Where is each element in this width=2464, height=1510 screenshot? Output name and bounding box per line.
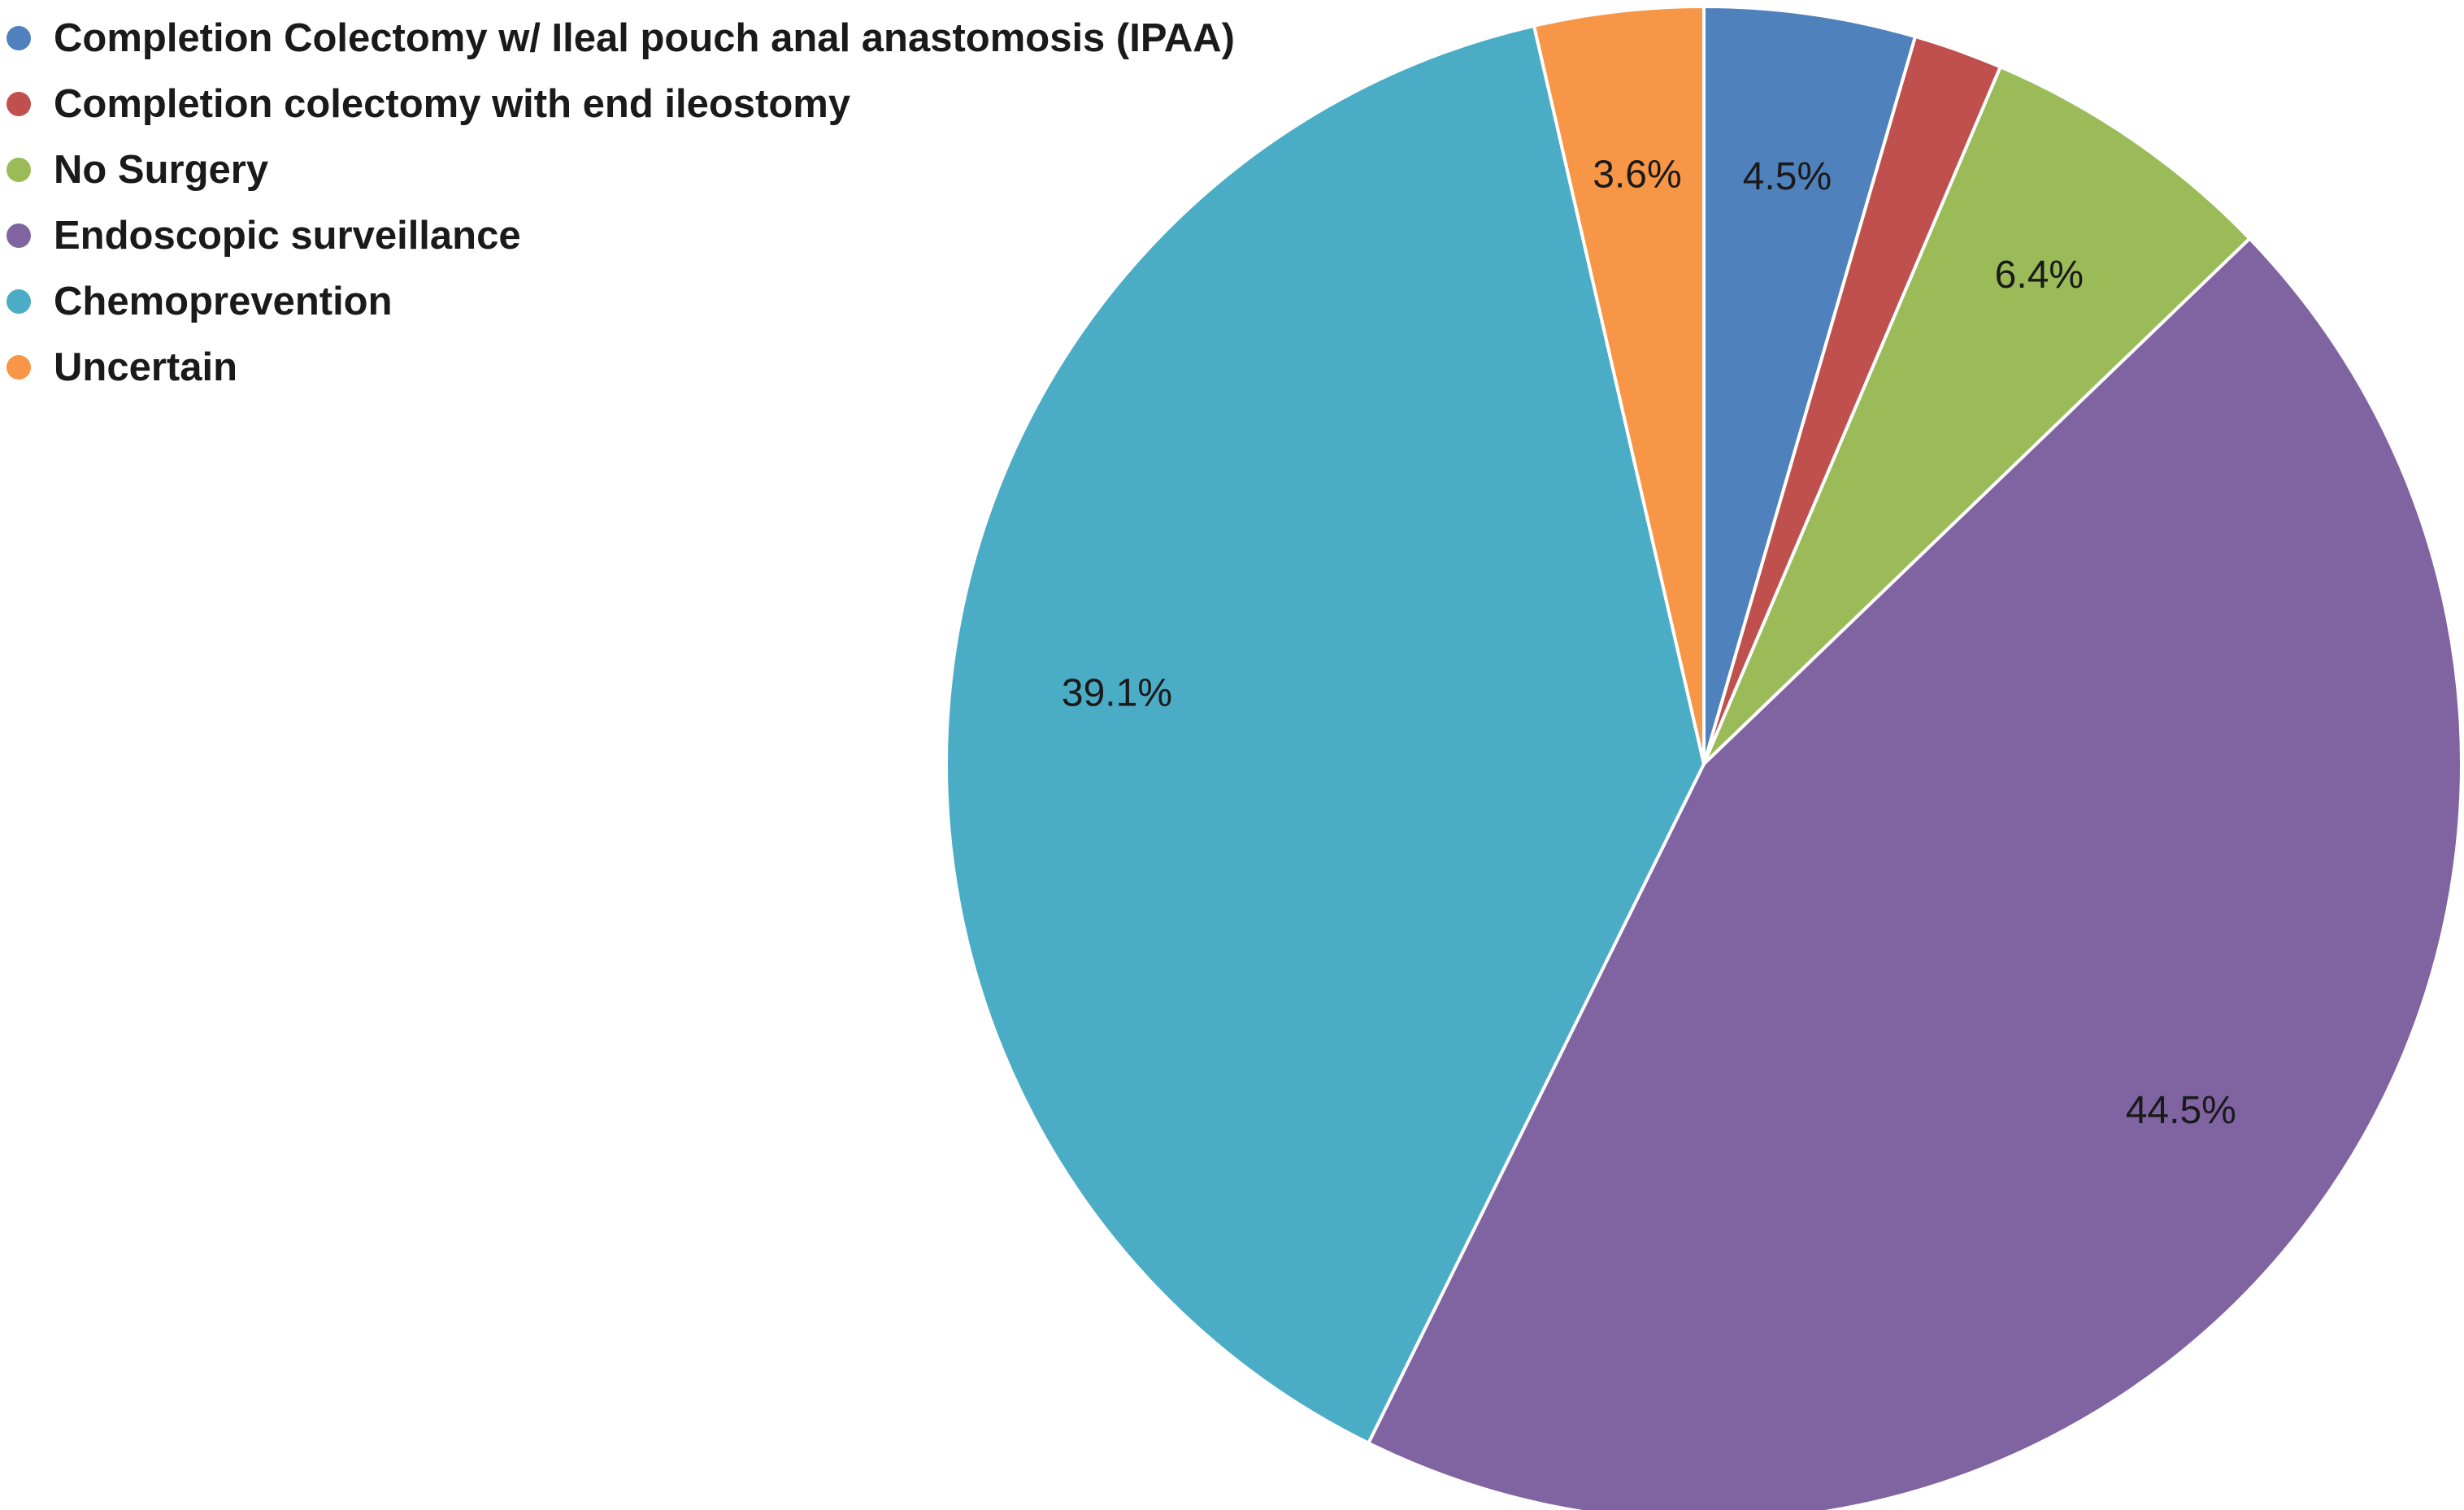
- slice-value-label: 39.1%: [1062, 671, 1172, 714]
- pie-slice-completion-colectomy-w-ileal-pouch-anal-anastomosis-ipaa: [1702, 5, 1918, 766]
- legend-item-endoscopic-surveillance: Endoscopic surveillance: [7, 202, 1235, 268]
- legend-marker-icon: [7, 223, 31, 248]
- legend-marker-icon: [7, 91, 31, 116]
- pie-slice-chemoprevention: [945, 24, 1706, 1445]
- legend-label: Uncertain: [54, 345, 238, 389]
- legend-label: Completion colectomy with end ileostomy: [54, 81, 851, 126]
- pie-slice-no-surgery: [1702, 65, 2252, 766]
- legend-marker-icon: [7, 289, 31, 314]
- legend-marker-icon: [7, 157, 31, 182]
- slice-value-label: 6.4%: [1995, 254, 2084, 297]
- pie-slice-endoscopic-surveillance: [1367, 236, 2463, 1510]
- legend-label: No Surgery: [54, 147, 269, 192]
- legend-marker-icon: [7, 354, 31, 380]
- pie-slice-uncertain: [1532, 5, 1706, 766]
- slice-value-label: 3.6%: [1593, 153, 1681, 196]
- slice-value-label: 44.5%: [2126, 1089, 2236, 1132]
- legend-item-no-surgery: No Surgery: [7, 137, 1235, 202]
- legend-item-end-ileostomy: Completion colectomy with end ileostomy: [7, 71, 1235, 137]
- chart-legend: Completion Colectomy w/ Ileal pouch anal…: [7, 5, 1235, 400]
- legend-label: Chemoprevention: [54, 279, 393, 323]
- slice-value-label: 4.5%: [1743, 155, 1832, 198]
- legend-item-chemoprevention: Chemoprevention: [7, 268, 1235, 334]
- legend-item-uncertain: Uncertain: [7, 334, 1235, 400]
- legend-label: Endoscopic surveillance: [54, 213, 521, 258]
- legend-item-ipaa: Completion Colectomy w/ Ileal pouch anal…: [7, 5, 1235, 71]
- legend-marker-icon: [7, 25, 31, 50]
- legend-label: Completion Colectomy w/ Ileal pouch anal…: [54, 15, 1235, 60]
